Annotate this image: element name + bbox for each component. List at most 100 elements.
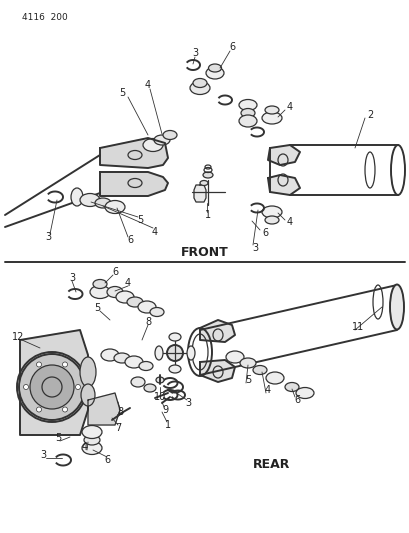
Text: 6: 6 <box>104 455 110 465</box>
Text: 4: 4 <box>152 227 158 237</box>
Text: 5: 5 <box>119 88 125 98</box>
Text: 6: 6 <box>112 267 118 277</box>
Text: 1: 1 <box>204 210 211 220</box>
Ellipse shape <box>80 193 100 206</box>
Ellipse shape <box>205 67 223 79</box>
Ellipse shape <box>238 115 256 127</box>
Text: 8: 8 <box>117 407 123 417</box>
Text: 3: 3 <box>184 398 191 408</box>
Ellipse shape <box>193 78 207 87</box>
Ellipse shape <box>144 384 155 392</box>
Ellipse shape <box>93 279 107 288</box>
Text: 5: 5 <box>55 433 61 443</box>
Ellipse shape <box>150 308 164 317</box>
Ellipse shape <box>264 216 278 224</box>
Text: 6: 6 <box>293 395 299 405</box>
Ellipse shape <box>125 356 143 368</box>
Ellipse shape <box>155 346 163 360</box>
Text: 3: 3 <box>69 273 75 283</box>
Ellipse shape <box>82 441 102 455</box>
Text: 1: 1 <box>164 420 171 430</box>
Ellipse shape <box>107 287 123 297</box>
Text: 5: 5 <box>137 215 143 225</box>
Text: 3: 3 <box>45 232 51 242</box>
Circle shape <box>30 365 74 409</box>
Ellipse shape <box>90 286 110 298</box>
Text: 4: 4 <box>286 217 292 227</box>
Polygon shape <box>267 145 299 165</box>
Circle shape <box>62 362 67 367</box>
Circle shape <box>19 354 85 420</box>
Ellipse shape <box>143 139 163 151</box>
Text: 5: 5 <box>244 375 250 385</box>
Text: 10: 10 <box>153 392 166 402</box>
Text: 3: 3 <box>40 450 46 460</box>
Ellipse shape <box>239 358 255 368</box>
Text: 4116  200: 4116 200 <box>22 12 67 21</box>
Ellipse shape <box>189 82 209 94</box>
Text: 2: 2 <box>366 110 372 120</box>
Text: 4: 4 <box>125 278 131 288</box>
Text: REAR: REAR <box>253 458 290 472</box>
Ellipse shape <box>389 285 403 329</box>
Text: 9: 9 <box>162 405 168 415</box>
Ellipse shape <box>187 346 195 360</box>
Circle shape <box>36 362 41 367</box>
Ellipse shape <box>240 109 254 117</box>
Ellipse shape <box>284 383 298 392</box>
Ellipse shape <box>84 435 100 445</box>
Text: 4: 4 <box>145 80 151 90</box>
Ellipse shape <box>80 357 96 387</box>
Polygon shape <box>200 360 234 382</box>
Ellipse shape <box>169 365 180 373</box>
Ellipse shape <box>169 333 180 341</box>
Polygon shape <box>20 330 88 435</box>
Ellipse shape <box>295 387 313 399</box>
Ellipse shape <box>202 172 213 178</box>
Ellipse shape <box>154 135 170 145</box>
Ellipse shape <box>252 366 266 375</box>
Ellipse shape <box>200 181 207 185</box>
Ellipse shape <box>163 131 177 140</box>
Text: 3: 3 <box>191 48 198 58</box>
Ellipse shape <box>155 377 164 383</box>
Ellipse shape <box>114 353 130 363</box>
Text: 4: 4 <box>82 442 88 452</box>
Ellipse shape <box>238 100 256 110</box>
Ellipse shape <box>139 361 153 370</box>
Ellipse shape <box>95 198 111 208</box>
Circle shape <box>36 407 41 412</box>
Text: 6: 6 <box>228 42 234 52</box>
Text: 4: 4 <box>264 385 270 395</box>
Ellipse shape <box>138 301 155 313</box>
Ellipse shape <box>127 297 143 307</box>
Ellipse shape <box>166 345 182 361</box>
Text: 4: 4 <box>286 102 292 112</box>
Ellipse shape <box>82 425 102 439</box>
Text: 8: 8 <box>145 317 151 327</box>
Ellipse shape <box>261 112 281 124</box>
Text: FRONT: FRONT <box>181 246 228 259</box>
Ellipse shape <box>225 351 243 363</box>
Polygon shape <box>100 138 168 168</box>
Polygon shape <box>267 175 299 195</box>
Polygon shape <box>100 172 168 196</box>
Text: 12: 12 <box>12 332 24 342</box>
Text: 7: 7 <box>115 423 121 433</box>
Text: 3: 3 <box>251 243 257 253</box>
Ellipse shape <box>116 291 134 303</box>
Text: 5: 5 <box>94 303 100 313</box>
Circle shape <box>62 407 67 412</box>
Polygon shape <box>88 393 120 425</box>
Circle shape <box>23 384 29 390</box>
Polygon shape <box>200 320 234 342</box>
Polygon shape <box>193 185 205 202</box>
Text: 6: 6 <box>127 235 133 245</box>
Ellipse shape <box>265 372 283 384</box>
Text: 6: 6 <box>261 228 267 238</box>
Circle shape <box>75 384 80 390</box>
Ellipse shape <box>264 106 278 114</box>
Ellipse shape <box>131 377 145 387</box>
Ellipse shape <box>81 384 95 406</box>
Ellipse shape <box>101 349 119 361</box>
